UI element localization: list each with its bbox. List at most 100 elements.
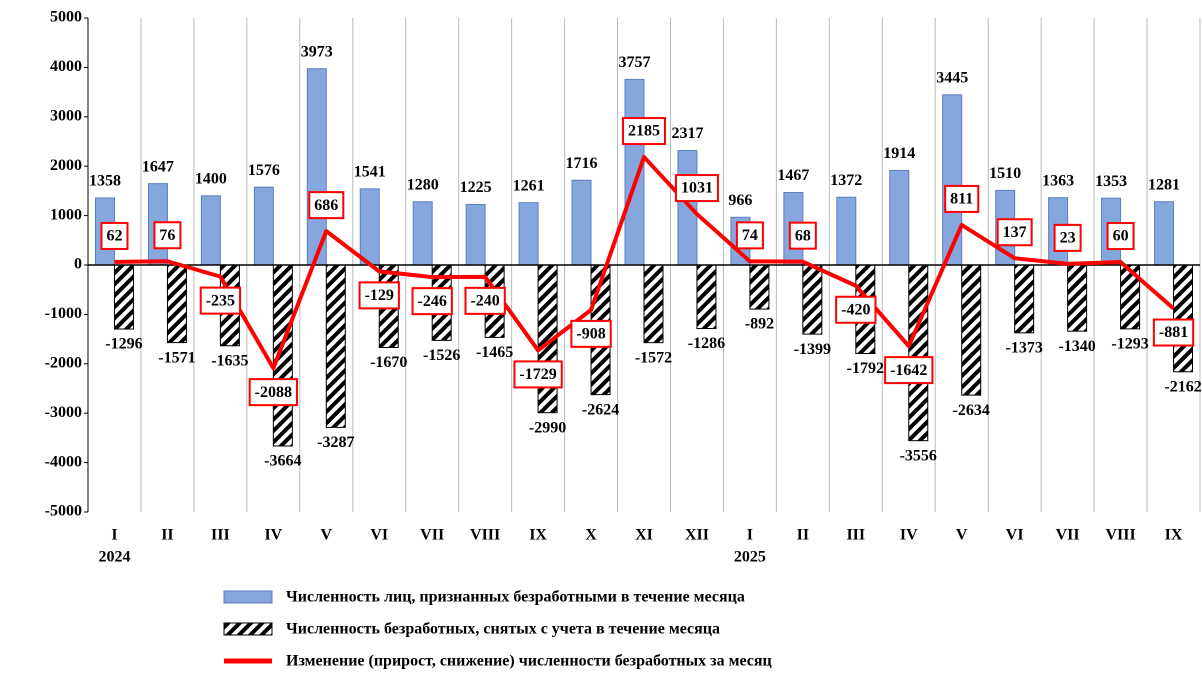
x-tick-label: VIII (1105, 527, 1135, 544)
label-box (788, 221, 817, 250)
x-tick-label: VII (1056, 527, 1080, 544)
label-box (674, 174, 719, 203)
legend-swatch (223, 590, 273, 604)
line-label: 62 (106, 228, 122, 245)
y-tick-label: -2000 (45, 354, 82, 371)
x-tick-label: IV (900, 527, 918, 544)
bar (624, 78, 645, 266)
bar (942, 94, 963, 266)
y-tick-label: 5000 (50, 9, 82, 26)
bar (1014, 264, 1035, 334)
data-label: -2990 (529, 419, 566, 436)
y-tick-label: 2000 (50, 157, 82, 174)
x-tick-label: VI (1006, 527, 1024, 544)
data-label: 1467 (777, 167, 809, 184)
x-tick-label: V (956, 527, 968, 544)
data-label: 1280 (407, 176, 439, 193)
bar (802, 264, 823, 335)
y-tick-label: 3000 (50, 107, 82, 124)
line-label: -908 (576, 326, 605, 343)
data-label: 966 (728, 192, 752, 209)
data-label: 1716 (566, 155, 598, 172)
data-label: -1373 (1006, 339, 1043, 356)
y-tick-label: -4000 (45, 453, 82, 470)
x-tick-label: X (585, 527, 597, 544)
line-label: 137 (1003, 224, 1027, 241)
bar (1154, 201, 1175, 266)
line-label: 68 (795, 227, 811, 244)
data-label: 1541 (354, 164, 386, 181)
label-box (1106, 222, 1135, 251)
x-tick-label: I (747, 527, 753, 544)
data-label: 1914 (883, 145, 915, 162)
label-box (835, 295, 877, 324)
bar (836, 196, 857, 266)
bar (166, 264, 187, 344)
data-label: -3556 (900, 447, 937, 464)
line-label: -235 (206, 292, 235, 309)
line-label: -129 (365, 287, 394, 304)
data-label: 1363 (1042, 172, 1074, 189)
year-label: 2024 (98, 549, 130, 566)
x-tick-label: VII (420, 527, 444, 544)
line-label: -246 (418, 293, 447, 310)
data-label: 1353 (1095, 173, 1127, 190)
data-label: -1792 (847, 360, 884, 377)
legend-label: Численность лиц, признанных безработными… (286, 589, 745, 606)
line-label: -1642 (890, 362, 927, 379)
bar (749, 264, 770, 310)
bar (643, 264, 664, 344)
data-label: 1510 (989, 165, 1021, 182)
y-tick-label: -1000 (45, 305, 82, 322)
year-label: 2025 (734, 549, 766, 566)
label-box (944, 184, 980, 213)
y-tick-label: 4000 (50, 58, 82, 75)
label-box (570, 319, 612, 348)
data-label: -1465 (476, 344, 513, 361)
legend-label: Численность безработных, снятых с учета … (286, 621, 720, 638)
data-label: 2317 (671, 125, 703, 142)
bar (412, 201, 433, 266)
data-label: -1293 (1111, 336, 1148, 353)
data-label: 3973 (301, 43, 333, 60)
data-label: -1571 (158, 349, 195, 366)
x-tick-label: XII (685, 527, 709, 544)
legend-label: Изменение (прирост, снижение) численност… (286, 653, 772, 670)
data-label: -2634 (953, 402, 990, 419)
y-tick-label: 0 (74, 256, 82, 273)
data-label: 1647 (142, 158, 174, 175)
label-box (358, 281, 400, 310)
data-label: -1286 (688, 335, 725, 352)
label-box (735, 221, 764, 250)
legend-swatch (223, 622, 273, 636)
data-label: 1372 (830, 172, 862, 189)
line-label: -1729 (519, 366, 556, 383)
x-tick-label: IX (529, 527, 547, 544)
data-label: 1261 (513, 177, 545, 194)
bar (200, 195, 221, 266)
line-label: -240 (470, 293, 499, 310)
label-box (100, 221, 129, 250)
x-tick-label: II (797, 527, 809, 544)
bar (571, 179, 592, 266)
line-label: 811 (950, 191, 973, 208)
bar (253, 186, 274, 266)
line-label: 2185 (628, 123, 660, 140)
y-tick-label: -3000 (45, 404, 82, 421)
x-tick-label: VI (370, 527, 388, 544)
label-box (464, 286, 506, 315)
data-label: 3757 (619, 54, 651, 71)
x-tick-label: II (161, 527, 173, 544)
bar (465, 203, 486, 266)
x-tick-label: VIII (470, 527, 500, 544)
data-label: -3664 (264, 453, 301, 470)
bar (1173, 264, 1194, 373)
data-label: -1296 (105, 336, 142, 353)
data-label: -1526 (423, 347, 460, 364)
bar (325, 264, 346, 428)
x-tick-label: IV (264, 527, 282, 544)
line (114, 155, 1175, 371)
data-label: 1400 (195, 171, 227, 188)
label-box (513, 360, 563, 389)
